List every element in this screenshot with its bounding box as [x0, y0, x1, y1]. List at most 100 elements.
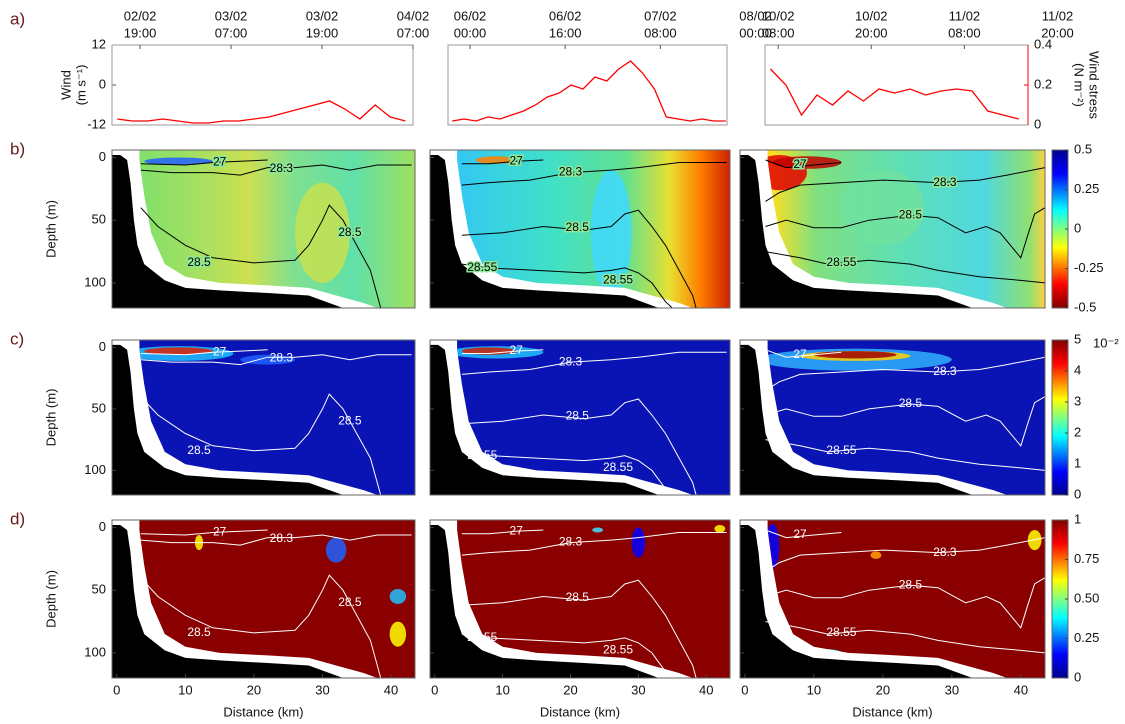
- isopycnal: [765, 439, 1046, 471]
- plot-frame: [447, 44, 728, 126]
- y2-tick-label: 0: [1034, 116, 1041, 131]
- isopycnal: [461, 633, 673, 679]
- field-patch: [144, 157, 213, 166]
- colorbar-exponent: 10⁻²: [1093, 335, 1119, 350]
- contour-label: 28.55: [467, 260, 497, 274]
- x-tick-label: 0: [431, 682, 438, 697]
- isopycnal: [140, 574, 382, 679]
- isopycnal: [765, 251, 1046, 284]
- contour-label: 27: [213, 155, 227, 169]
- y-axis-label: Depth (m): [43, 570, 58, 628]
- y2-tick-label: 0.4: [1034, 36, 1052, 51]
- contour-label: 28.5: [899, 396, 923, 410]
- plot-frame: [739, 149, 1046, 309]
- panel-label: b): [10, 139, 25, 158]
- isopycnal: [140, 393, 382, 496]
- x-tick-label: 08/02 00:00: [739, 9, 772, 41]
- contour-label: 28.55: [826, 255, 856, 269]
- isopycnal: [461, 159, 544, 165]
- contour-label: 28.55: [603, 460, 633, 474]
- contour-label: 28.5: [566, 408, 590, 422]
- x-tick-label: 06/02 00:00: [454, 9, 487, 41]
- bathymetry: [740, 525, 973, 678]
- wind-stress-line: [117, 100, 406, 124]
- y-tick-label: 0: [99, 149, 106, 164]
- plot-frame: [764, 44, 1029, 126]
- contour-label: 27: [510, 523, 524, 537]
- x-tick-label: 20: [563, 682, 577, 697]
- field-patch: [813, 351, 897, 359]
- x-axis-label: Distance (km): [852, 704, 932, 719]
- isopycnal: [140, 204, 382, 309]
- colorbar-tick-label: 0.25: [1074, 630, 1099, 645]
- section-panel: 27 28.3 28.5 28.5: [111, 149, 416, 310]
- isopycnal: [461, 451, 673, 496]
- field-patch: [389, 588, 407, 605]
- y-tick-label: 0: [99, 76, 106, 91]
- x-tick-label: 11/02 20:00: [1041, 9, 1074, 41]
- bathymetry: [740, 155, 973, 308]
- bathymetry: [112, 525, 343, 678]
- contour-label: 27: [793, 347, 807, 361]
- colorbar-tick-label: 2: [1074, 424, 1081, 439]
- panel-label: a): [10, 9, 25, 28]
- isopycnal: [765, 396, 1046, 447]
- contour-label: 28.55: [603, 273, 633, 287]
- colorbar-tick-label: 1: [1074, 455, 1081, 470]
- plot-frame: [429, 519, 731, 679]
- colorbar-tick-label: 0.5: [1074, 141, 1092, 156]
- contour-label: 28.3: [270, 351, 294, 365]
- contour-label: 28.5: [899, 207, 923, 221]
- section-panel: 27 28.3 28.5 28.5: [111, 339, 416, 497]
- colorbar-tick-label: -0.5: [1074, 299, 1096, 314]
- isopycnal: [765, 621, 1046, 654]
- isopycnal: [765, 537, 1046, 572]
- contour-label: 27: [510, 153, 524, 167]
- contour-label: 28.5: [566, 590, 590, 604]
- isopycnal: [461, 263, 673, 309]
- y-tick-label: 100: [84, 644, 106, 659]
- x-tick-label: 30: [631, 682, 645, 697]
- plot-frame: [111, 519, 416, 679]
- contour-label: 28.55: [826, 625, 856, 639]
- contour-label: 28.5: [338, 413, 362, 427]
- isopycnal: [765, 167, 1046, 202]
- field-patch: [870, 551, 882, 559]
- wind-stress-line: [769, 68, 1019, 120]
- x-tick-label: 40: [699, 682, 713, 697]
- y-axis-label: Depth (m): [43, 389, 58, 447]
- field-patch: [295, 182, 350, 283]
- isopycnal: [461, 349, 544, 354]
- x-tick-label: 20: [876, 682, 890, 697]
- field-patch: [841, 170, 925, 246]
- plot-frame: [429, 339, 731, 496]
- contour-label: 27: [213, 525, 227, 539]
- y2-axis-label: Wind stress(N m⁻²): [1071, 51, 1101, 119]
- bathymetry: [112, 344, 343, 495]
- x-tick-label: 10: [178, 682, 192, 697]
- contour-label: 28.3: [559, 354, 583, 368]
- contour-label: 28.5: [187, 625, 211, 639]
- x-tick-label: 07/02 08:00: [644, 9, 677, 41]
- x-tick-label: 20: [247, 682, 261, 697]
- isopycnal: [765, 207, 1046, 259]
- colorbar-tick-label: 5: [1074, 331, 1081, 346]
- x-tick-label: 10: [495, 682, 509, 697]
- contour-label: 28.5: [338, 225, 362, 239]
- x-tick-label: 0: [741, 682, 748, 697]
- bathymetry: [740, 344, 973, 495]
- contour-label: 28.3: [933, 545, 957, 559]
- contour-label: 28.3: [270, 161, 294, 175]
- isopycnal: [461, 579, 697, 679]
- section-panel: 27 28.3 28.5 28.55 28.55: [429, 339, 731, 497]
- y-axis-label: Depth (m): [43, 200, 58, 258]
- field-patch: [461, 347, 517, 355]
- field-patch: [389, 621, 407, 647]
- section-panel: 27 28.3 28.5 28.5: [111, 519, 416, 680]
- contour-label: 27: [510, 343, 524, 357]
- panel-label: d): [10, 509, 25, 528]
- plot-frame: [111, 149, 416, 309]
- colorbar-tick-label: 0.75: [1074, 551, 1099, 566]
- y-tick-label: 12: [92, 36, 106, 51]
- x-axis-label: Distance (km): [223, 704, 303, 719]
